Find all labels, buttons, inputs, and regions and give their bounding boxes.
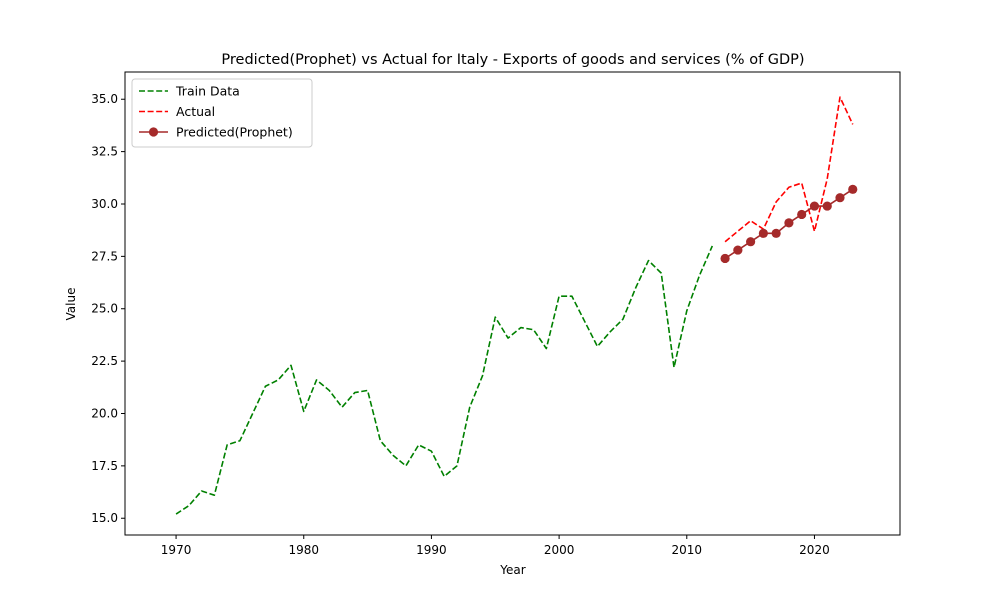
data-point-predicted-prophet [771, 228, 781, 238]
chart-title: Predicted(Prophet) vs Actual for Italy -… [221, 52, 804, 68]
x-tick-label: 1970 [161, 543, 192, 557]
x-axis-label: Year [499, 563, 525, 577]
y-tick-label: 20.0 [91, 406, 118, 420]
data-point-predicted-prophet [758, 228, 768, 238]
x-tick-label: 2020 [799, 543, 830, 557]
y-tick-label: 32.5 [91, 145, 118, 159]
legend-marker-predicted-prophet [148, 127, 159, 137]
y-tick-label: 27.5 [91, 249, 118, 263]
legend-box [131, 78, 313, 148]
plot-frame [124, 71, 901, 536]
data-point-predicted-prophet [784, 218, 794, 228]
plot-area [175, 96, 858, 515]
y-tick-label: 15.0 [91, 511, 118, 525]
x-axis: 1970 1980 1990 2000 2010 2020 [161, 535, 830, 557]
data-point-predicted-prophet [848, 184, 858, 194]
y-axis-label: Value [64, 288, 78, 321]
y-tick-label: 30.0 [91, 197, 118, 211]
legend-label-train-data: Train Data [175, 84, 240, 99]
data-point-predicted-prophet [733, 245, 743, 255]
legend: Train Data Actual Predicted(Prophet) [131, 78, 313, 148]
legend-label-actual: Actual [176, 104, 215, 119]
y-tick-label: 17.5 [91, 459, 118, 473]
x-tick-label: 2000 [544, 543, 575, 557]
x-tick-label: 1990 [416, 543, 447, 557]
data-point-predicted-prophet [720, 253, 730, 264]
data-point-predicted-prophet [797, 209, 807, 220]
y-axis: 15.0 17.5 20.0 22.5 25.0 27.5 30.0 32.5 35.0 [91, 92, 125, 525]
legend-label-predicted-prophet: Predicted(Prophet) [176, 125, 293, 140]
y-tick-label: 22.5 [91, 354, 118, 368]
series-line-train-data [175, 245, 714, 515]
data-point-predicted-prophet [835, 193, 845, 203]
data-point-predicted-prophet [746, 237, 756, 247]
y-tick-label: 35.0 [91, 92, 118, 106]
data-point-predicted-prophet [822, 201, 832, 211]
x-tick-label: 1980 [288, 543, 319, 557]
series-line-actual [724, 96, 854, 243]
x-tick-label: 2010 [672, 543, 703, 557]
y-tick-label: 25.0 [91, 302, 118, 316]
data-point-predicted-prophet [809, 201, 820, 211]
